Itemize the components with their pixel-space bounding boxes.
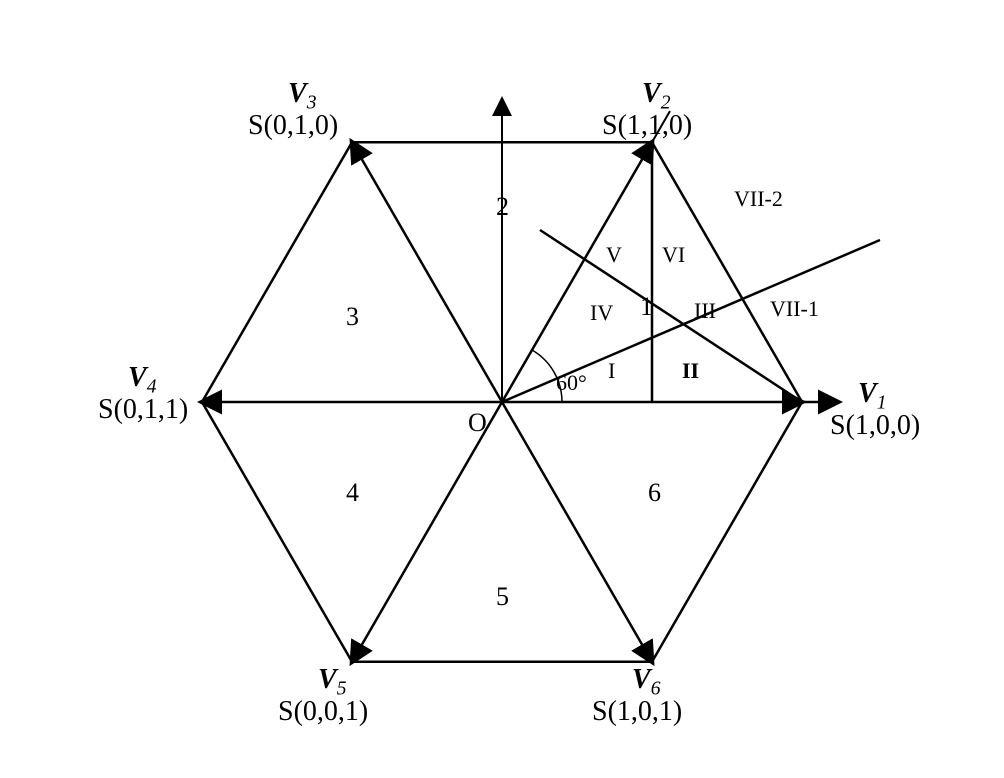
origin-label: O [468,408,487,438]
region-VII-1: VII-1 [770,296,819,322]
sector-6: 6 [648,478,661,508]
region-V: V [606,242,622,268]
region-I: I [608,358,615,384]
region-II: II [682,358,699,384]
label-v3-s: S(0,1,0) [248,110,338,142]
region-III: III [694,298,716,324]
sector-2: 2 [496,192,509,222]
sector-5: 5 [496,582,509,612]
sector-1: 1 [640,292,653,322]
sector-3: 3 [346,302,359,332]
region-IV: IV [590,300,613,326]
region-VI: VI [662,242,685,268]
vector-v5 [352,402,502,662]
label-v5-s: S(0,0,1) [278,696,368,728]
label-v6-s: S(1,0,1) [592,696,682,728]
vector-v6 [502,402,652,662]
label-v2-s: S(1,1,0) [602,110,692,142]
angle-label: 60° [556,370,587,396]
sector-4: 4 [346,478,359,508]
region-VII-2: VII-2 [734,186,783,212]
label-v4-s: S(0,1,1) [98,394,188,426]
label-v1-s: S(1,0,0) [830,410,920,442]
vector-v2 [502,142,652,402]
vector-v3 [352,142,502,402]
